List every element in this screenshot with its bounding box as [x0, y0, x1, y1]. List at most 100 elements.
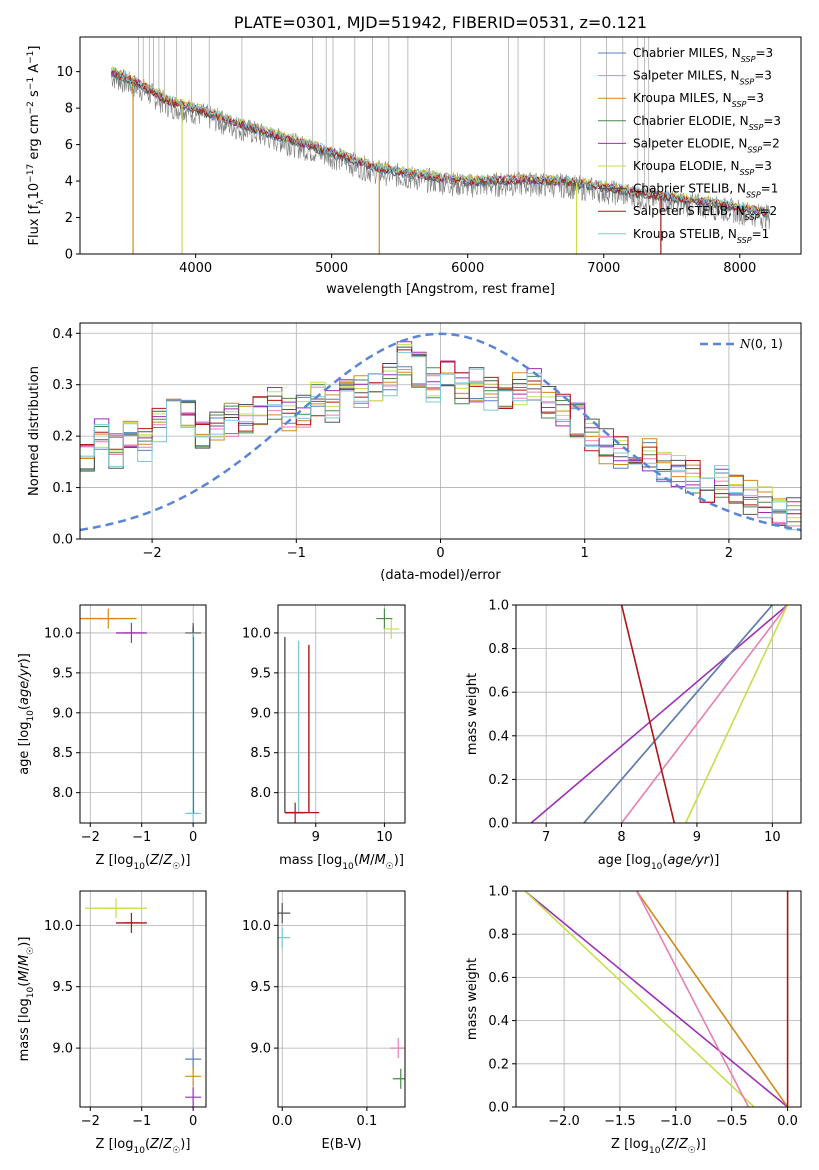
x-tick-label: 10: [376, 830, 393, 845]
y-tick-label: 9.5: [52, 666, 73, 681]
label-part: log: [114, 1137, 134, 1152]
label-part: )]: [394, 853, 404, 868]
legend-main: Kroupa ELODIE, N: [633, 159, 740, 173]
label-part: (: [145, 853, 150, 868]
x-tick-label: −2.0: [548, 1114, 580, 1129]
y-tick-label: 0.2: [52, 430, 73, 445]
label-part: 10: [651, 862, 663, 872]
y-tick-label: 0.6: [488, 686, 509, 701]
label-part: log: [322, 853, 342, 868]
label-part: )]: [180, 1137, 190, 1152]
x-tick-label: 1: [581, 546, 589, 561]
y-axis-label: mass weight: [465, 958, 480, 1040]
legend-label: Salpeter STELIB, NSSP=2: [633, 204, 777, 222]
label-part: log: [629, 1137, 649, 1152]
label-part: ☉: [688, 1146, 696, 1156]
label-part: 10: [27, 183, 42, 200]
chart-title: PLATE=0301, MJD=51942, FIBERID=0531, z=0…: [234, 13, 647, 32]
y-tick-label: 0.8: [488, 642, 509, 657]
y-tick-label: 0.2: [488, 1057, 509, 1072]
y-tick-label: 0.0: [52, 533, 73, 548]
markers: [80, 608, 202, 823]
legend-sub: SSP: [737, 235, 752, 244]
legend-main: Salpeter MILES, N: [633, 69, 740, 83]
label-part: Flux [f: [27, 204, 42, 245]
markers: [284, 608, 400, 823]
y-tick-label: 0.0: [488, 1101, 509, 1116]
x-axis-label: wavelength [Angstrom, rest frame]: [326, 282, 555, 297]
legend-sub: SSP: [732, 100, 747, 109]
x-tick-label: 5000: [315, 261, 348, 276]
label-part: Z [: [96, 1137, 114, 1152]
x-axis-label: Z [log10(Z/Z☉)]: [96, 853, 191, 872]
label-part: /: [674, 1137, 679, 1152]
x-tick-label: 8: [617, 830, 625, 845]
label-part: s: [27, 90, 42, 101]
x-tick-label: 7000: [587, 261, 620, 276]
legend-label: N(0, 1): [739, 337, 783, 351]
x-tick-label: 10: [764, 830, 781, 845]
weight-line: [524, 891, 755, 1107]
legend-end: =2: [762, 136, 780, 150]
label-part: (: [662, 853, 667, 868]
label-part: ☉: [26, 947, 36, 955]
x-tick-label: −2: [81, 830, 100, 845]
histograms: [80, 332, 801, 532]
label-part: 10: [649, 1146, 661, 1156]
label-part: /: [159, 853, 164, 868]
x-tick-label: 6000: [451, 261, 484, 276]
legend-end: =3: [754, 69, 772, 83]
y-tick-label: 8.5: [250, 746, 271, 761]
label-part: /: [370, 853, 375, 868]
label-part: Z [: [611, 1137, 629, 1152]
x-tick-label: 2: [725, 546, 733, 561]
weight-line: [530, 605, 788, 823]
y-tick-label: 0.3: [52, 378, 73, 393]
x-tick-label: 4000: [179, 261, 212, 276]
weight-line: [684, 605, 789, 823]
x-tick-label: 7: [542, 830, 550, 845]
panel-6: 0.0 0.1 9.0 9.5 10.0: [242, 890, 406, 1129]
y-axis-label: Flux [fλ10−17 erg cm−2 s−1 A−1]: [26, 46, 46, 246]
label-part: Z: [665, 1137, 676, 1152]
x-tick-label: −1: [132, 830, 151, 845]
y-tick-label: 8.5: [52, 746, 73, 761]
axes-frame: [79, 322, 802, 540]
y-tick-label: 0.4: [488, 1014, 509, 1029]
weight-line: [620, 605, 789, 823]
y-tick-label: 9.0: [52, 1042, 73, 1057]
y-tick-label: 0: [65, 248, 73, 263]
label-part: M: [359, 853, 370, 868]
panel-1: −2 −1 0 1 2 0.0 0.1 0.2 0.3 0.4 N(0, 1): [52, 322, 802, 561]
y-tick-label: 10.0: [44, 626, 73, 641]
label-part: M: [374, 853, 385, 868]
legend-sub: SSP: [741, 55, 756, 64]
y-tick-label: 8: [65, 102, 73, 117]
legend-main: N: [739, 337, 751, 351]
label-part: )]: [180, 853, 190, 868]
x-tick-label: 0.0: [777, 1114, 798, 1129]
y-tick-label: 9.5: [250, 980, 271, 995]
legend-main: Chabrier ELODIE, N: [633, 114, 749, 128]
label-part: 10: [133, 1146, 145, 1156]
label-part: /: [159, 1137, 164, 1152]
weight-line: [636, 891, 789, 1107]
label-part: −1: [26, 51, 36, 64]
label-part: ☉: [172, 1146, 180, 1156]
y-tick-label: 4: [65, 175, 73, 190]
label-part: 10: [26, 986, 36, 998]
legend-label: Chabrier ELODIE, NSSP=3: [633, 114, 781, 132]
legend-end: =3: [746, 91, 764, 105]
y-tick-label: 0.4: [488, 729, 509, 744]
panel-5: −2 −1 0 9.0 9.5 10.0: [44, 890, 207, 1129]
label-part: age [: [598, 853, 631, 868]
label-part: (: [17, 705, 32, 710]
label-part: 10: [26, 710, 36, 722]
x-tick-label: 0.0: [272, 1114, 293, 1129]
markers: [85, 898, 202, 1107]
axes-frame: [79, 890, 207, 1108]
x-tick-label: 0.1: [357, 1114, 378, 1129]
x-axis-label: (data-model)/error: [380, 568, 501, 583]
legend-main: Chabrier MILES, N: [633, 46, 741, 60]
